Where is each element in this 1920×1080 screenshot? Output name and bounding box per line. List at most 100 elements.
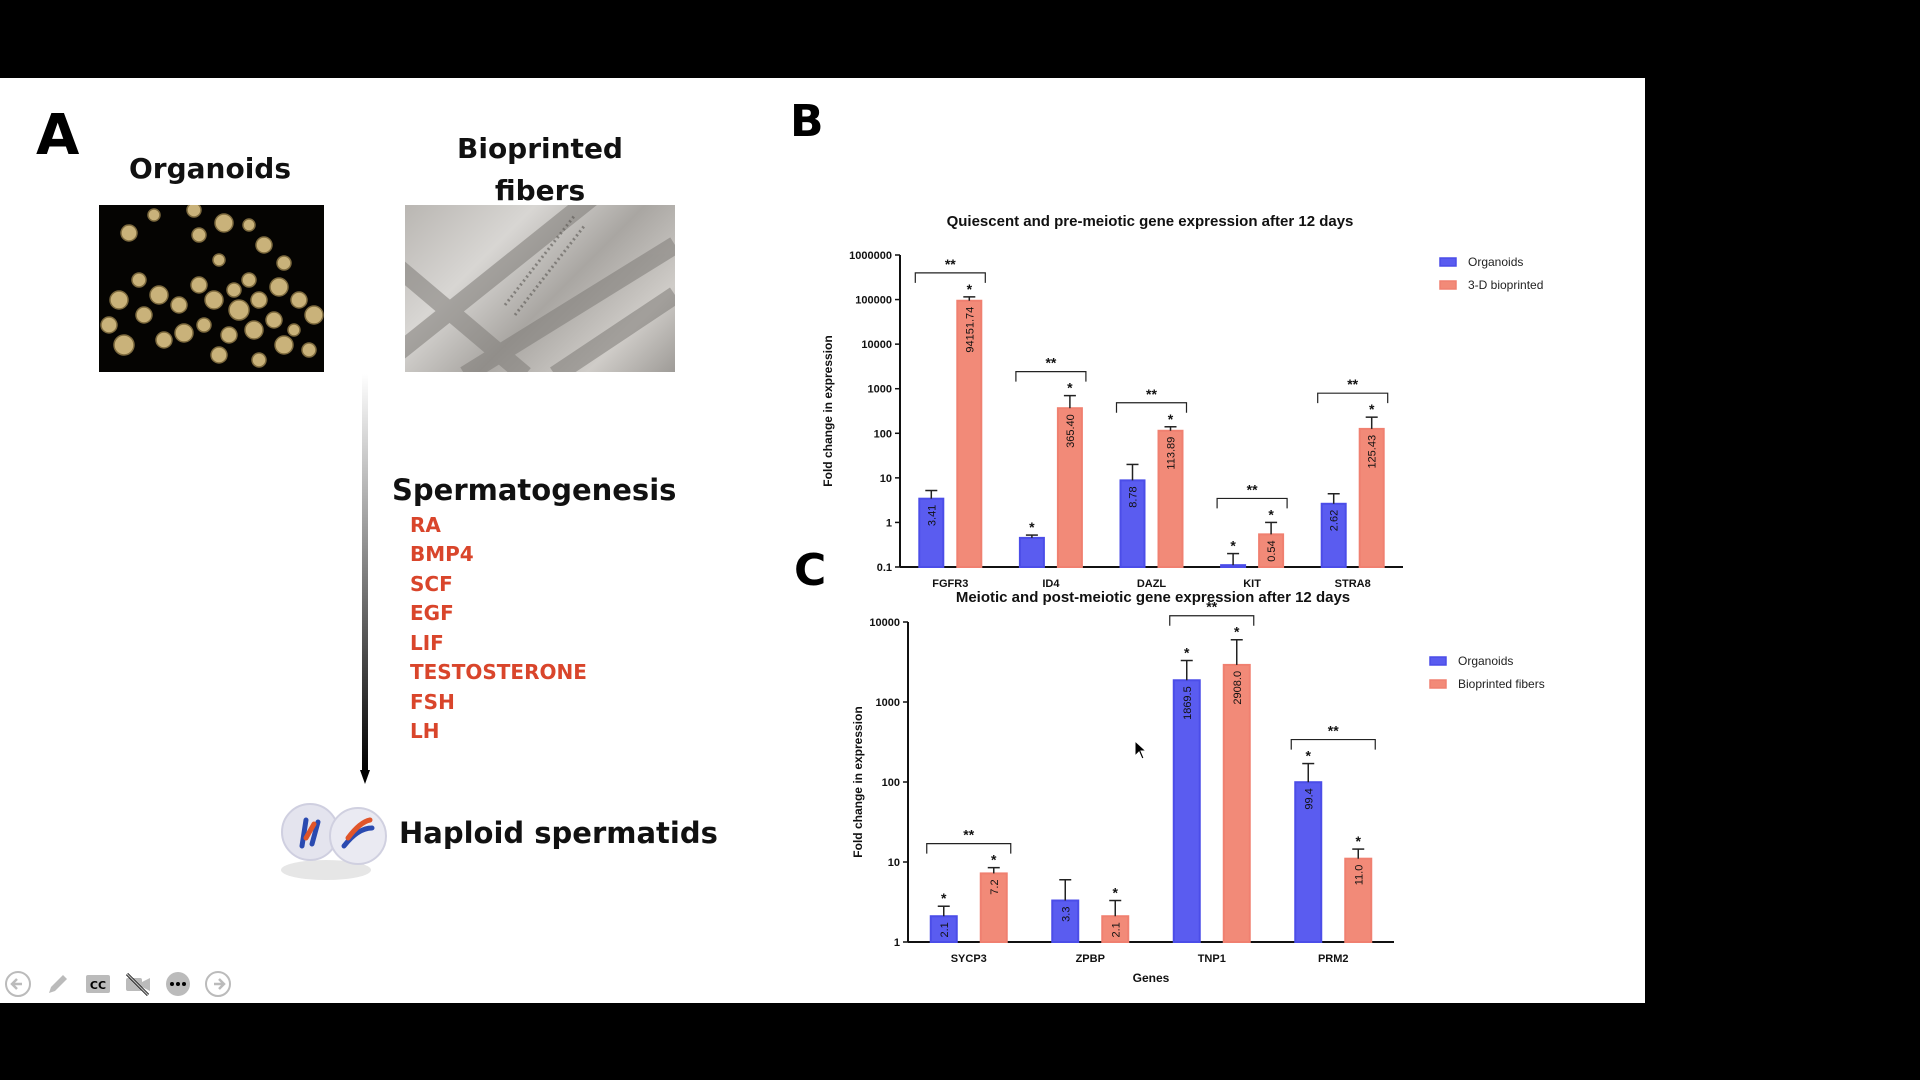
bar-value-label: 2.62	[1329, 510, 1341, 531]
x-tick-label: TNP1	[1198, 953, 1226, 965]
significance-star: *	[967, 281, 973, 297]
y-tick-label: 1000000	[849, 250, 892, 262]
significance-star: *	[1306, 748, 1312, 764]
significance-star: *	[1168, 411, 1174, 427]
y-tick-label: 10	[888, 857, 900, 869]
bar-value-label: 8.78	[1128, 486, 1140, 507]
x-tick-label: DAZL	[1137, 578, 1167, 590]
factor-scf: SCF	[410, 572, 453, 596]
legend-label: 3-D bioprinted	[1468, 278, 1543, 292]
x-tick-label: SYCP3	[951, 953, 987, 965]
x-tick-label: ID4	[1042, 578, 1060, 590]
bar-kit-bioprinted	[1258, 533, 1285, 569]
factor-lif: LIF	[410, 631, 444, 655]
bar-value-label: 3.41	[926, 505, 938, 526]
x-tick-label: STRA8	[1335, 578, 1371, 590]
presentation-toolbar: CC	[2, 969, 234, 999]
bar-value-label: 7.2	[989, 879, 1001, 894]
significance-bracket-label: **	[1045, 355, 1056, 371]
significance-star: *	[991, 852, 997, 868]
forward-arrow-icon[interactable]	[202, 969, 234, 999]
x-tick-label: PRM2	[1318, 953, 1349, 965]
organoids-title: Organoids	[128, 152, 292, 185]
haploid-spermatids-label: Haploid spermatids	[399, 816, 718, 850]
bar-value-label: 99.4	[1303, 788, 1315, 809]
significance-bracket	[926, 843, 1012, 854]
bar-id4-bioprinted	[1056, 407, 1083, 569]
legend-label: Organoids	[1468, 255, 1523, 269]
bar-value-label: 11.0	[1353, 865, 1365, 886]
bioprinted-fibers-micrograph	[405, 205, 675, 372]
organoids-micrograph	[99, 205, 324, 372]
significance-star: *	[1113, 885, 1119, 901]
factor-lh: LH	[410, 719, 440, 743]
significance-bracket-label: **	[1247, 481, 1258, 497]
bar-value-label: 2.1	[1110, 922, 1122, 937]
bar-value-label: 2.1	[939, 922, 951, 937]
bar-kit-organoids	[1220, 564, 1247, 568]
haploid-cells-icon	[281, 803, 387, 880]
significance-bracket	[1115, 402, 1188, 413]
bar-zpbp-organoids	[1051, 899, 1080, 944]
process-arrow-icon	[360, 374, 370, 784]
y-tick-label: 1	[894, 937, 900, 949]
significance-bracket-label: **	[963, 827, 974, 843]
closed-caption-icon[interactable]: CC	[82, 969, 114, 999]
legend-label: Bioprinted fibers	[1458, 677, 1545, 691]
y-tick-label: 100	[874, 428, 892, 440]
significance-star: *	[1234, 624, 1240, 640]
chart-title: Meiotic and post-meiotic gene expression…	[956, 589, 1350, 606]
bioprinted-fibers-micrograph-drawing	[405, 205, 675, 372]
pen-icon[interactable]	[42, 969, 74, 999]
x-tick-label: FGFR3	[932, 578, 968, 590]
svg-text:CC: CC	[90, 979, 106, 992]
legend-label: Organoids	[1458, 654, 1513, 668]
panel-a-letter: A	[36, 103, 80, 168]
bar-tnp1-organoids	[1172, 679, 1201, 943]
significance-bracket-label: **	[945, 256, 956, 272]
significance-bracket	[1290, 738, 1376, 750]
bar-fgfr3-bioprinted	[956, 299, 983, 568]
significance-star: *	[1029, 519, 1035, 535]
x-tick-label: KIT	[1243, 578, 1261, 590]
bar-stra8-organoids	[1320, 502, 1347, 568]
legend-swatch	[1439, 280, 1457, 290]
organoids-micrograph-drawing	[100, 205, 324, 368]
bar-value-label: 3.3	[1060, 907, 1072, 922]
chart-title: Quiescent and pre-meiotic gene expressio…	[947, 213, 1354, 230]
y-tick-label: 100000	[855, 295, 892, 307]
legend-swatch	[1429, 656, 1447, 666]
significance-bracket	[1317, 392, 1389, 404]
camera-off-icon[interactable]	[122, 969, 154, 999]
spermatogenesis-label: Spermatogenesis	[392, 473, 677, 507]
bar-id4-organoids	[1018, 536, 1045, 568]
y-tick-label: 1	[886, 517, 892, 529]
factor-egf: EGF	[410, 601, 454, 625]
y-tick-label: 1000	[876, 697, 900, 709]
legend-swatch	[1439, 257, 1457, 267]
y-axis-label: Fold change in expression	[851, 706, 865, 857]
y-tick-label: 1000	[868, 384, 892, 396]
significance-bracket-label: **	[1328, 723, 1339, 739]
significance-star: *	[941, 890, 947, 906]
y-axis-label: Fold change in expression	[821, 335, 835, 486]
bar-tnp1-bioprinted	[1222, 663, 1251, 943]
factor-ra: RA	[410, 513, 441, 537]
panel-c-letter: C	[794, 545, 827, 596]
bar-sycp3-bioprinted	[979, 872, 1008, 943]
bar-value-label: 1869.5	[1182, 686, 1194, 720]
factor-testosterone: TESTOSTERONE	[410, 660, 587, 684]
significance-bracket-label: **	[1347, 376, 1358, 392]
more-icon[interactable]	[162, 969, 194, 999]
bar-value-label: 365.40	[1065, 414, 1077, 448]
y-tick-label: 10000	[869, 617, 900, 629]
mouse-cursor-icon	[1134, 740, 1146, 760]
back-arrow-icon[interactable]	[2, 969, 34, 999]
y-tick-label: 100	[882, 777, 900, 789]
y-tick-label: 10	[880, 473, 892, 485]
chart-c-meiotic-postmeiotic: Meiotic and post-meiotic gene expression…	[851, 589, 1545, 985]
panel-b-letter: B	[790, 96, 824, 147]
significance-bracket	[1169, 615, 1255, 626]
significance-star: *	[1356, 833, 1362, 849]
x-axis-label: Genes	[1133, 971, 1170, 985]
